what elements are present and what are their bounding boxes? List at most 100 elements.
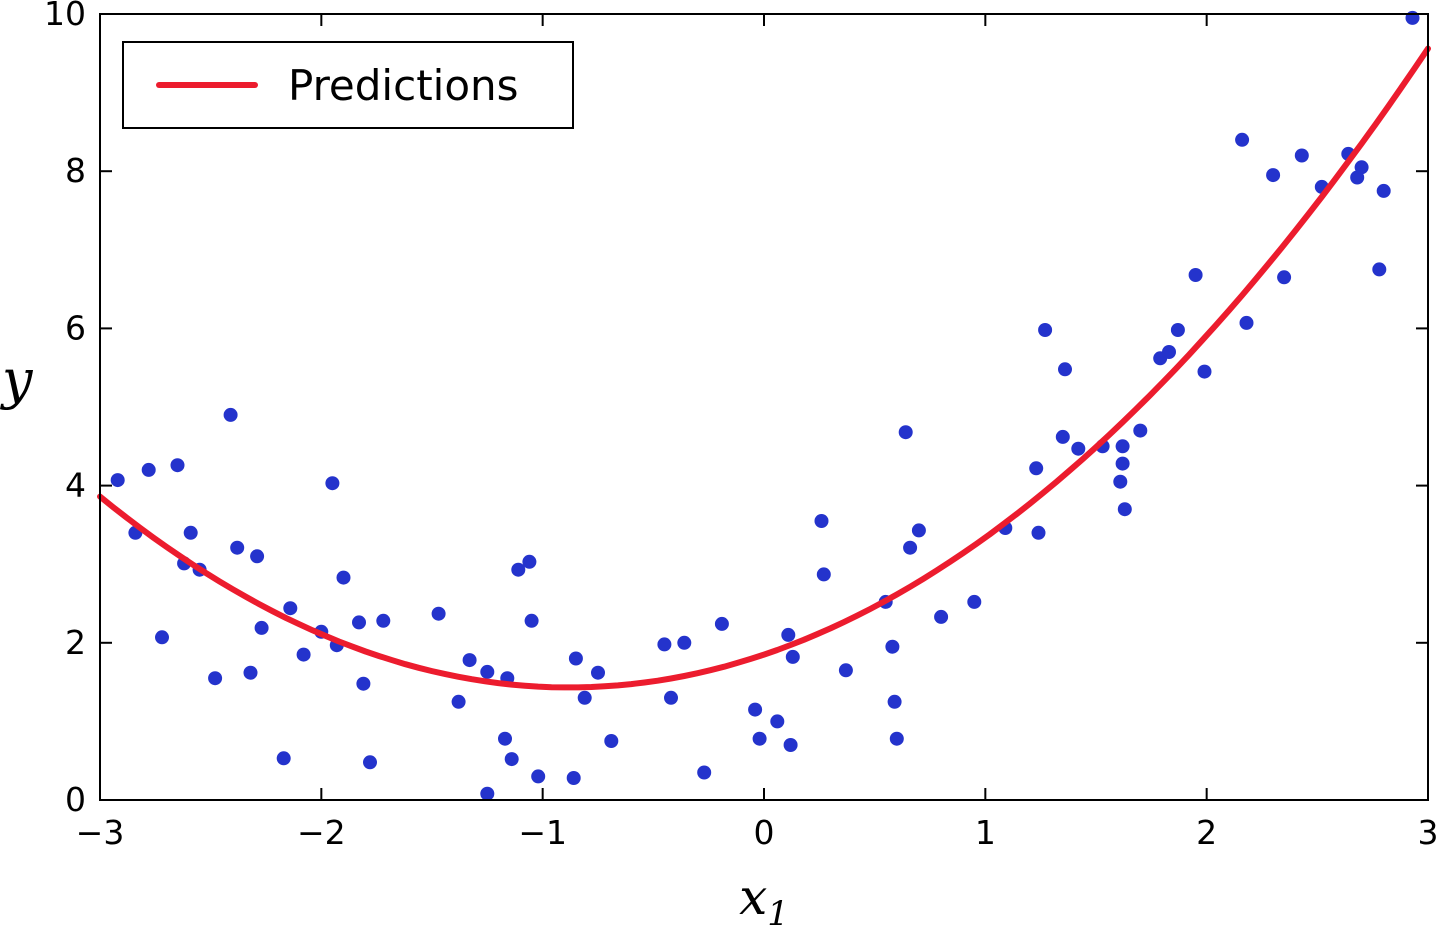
scatter-point xyxy=(785,649,800,664)
scatter-point xyxy=(781,627,796,642)
scatter-point xyxy=(1376,183,1391,198)
scatter-point xyxy=(208,671,223,686)
scatter-point xyxy=(336,570,351,585)
legend-line-sample xyxy=(156,82,258,88)
scatter-point xyxy=(838,663,853,678)
scatter-point xyxy=(1372,262,1387,277)
x-axis-label-subscript: 1 xyxy=(767,894,789,934)
scatter-point xyxy=(1115,456,1130,471)
scatter-point xyxy=(1031,525,1046,540)
x-axis-label: x1 xyxy=(739,868,789,931)
prediction-curve xyxy=(97,45,1431,691)
scatter-point xyxy=(1354,160,1369,175)
y-tick-label: 6 xyxy=(65,308,86,347)
x-tick-label: 3 xyxy=(1418,813,1439,852)
scatter-point xyxy=(524,613,539,628)
x-tick-label: −2 xyxy=(297,813,346,852)
scatter-point xyxy=(1266,168,1281,183)
scatter-point xyxy=(748,702,763,717)
x-axis-label-base: x xyxy=(739,868,768,926)
scatter-point xyxy=(566,771,581,785)
scatter-point xyxy=(1115,439,1130,454)
scatter-point xyxy=(531,769,546,784)
scatter-point xyxy=(462,653,477,668)
scatter-point xyxy=(230,540,245,555)
scatter-point xyxy=(885,639,900,654)
scatter-point xyxy=(480,664,495,679)
scatter-point xyxy=(1038,323,1053,337)
scatter-point xyxy=(911,523,926,538)
scatter-point xyxy=(714,616,729,631)
scatter-point xyxy=(451,694,466,709)
scatter-point xyxy=(243,665,258,680)
scatter-point xyxy=(480,786,495,801)
scatter-point xyxy=(1055,429,1070,444)
scatter-point xyxy=(591,665,605,680)
scatter-point xyxy=(1162,345,1176,359)
scatter-point xyxy=(1239,315,1254,330)
scatter-point xyxy=(155,630,169,645)
scatter-point xyxy=(568,651,583,666)
y-tick-label: 2 xyxy=(65,623,86,662)
scatter-point xyxy=(697,765,712,780)
scatter-point xyxy=(376,613,391,628)
y-tick-label: 10 xyxy=(44,0,86,33)
scatter-point xyxy=(967,594,982,609)
scatter-point xyxy=(604,734,619,748)
x-tick-label: −3 xyxy=(76,813,125,852)
scatter-point xyxy=(1294,148,1309,163)
legend-label: Predictions xyxy=(288,60,519,110)
scatter-point xyxy=(577,690,592,705)
scatter-point xyxy=(352,615,366,630)
scatter-point xyxy=(1188,268,1203,282)
x-tick-label: 2 xyxy=(1196,813,1217,852)
scatter-point xyxy=(677,635,692,650)
legend: Predictions xyxy=(122,41,574,129)
scatter-point xyxy=(431,606,446,621)
scatter-point xyxy=(325,476,340,491)
scatter-point xyxy=(1058,362,1072,377)
scatter-point xyxy=(1197,364,1212,379)
scatter-point xyxy=(889,731,904,746)
scatter-point xyxy=(110,473,125,488)
y-tick-label: 8 xyxy=(65,151,86,190)
scatter-point xyxy=(1113,474,1128,489)
scatter-point xyxy=(1029,461,1044,476)
scatter-point xyxy=(254,620,269,635)
scatter-point xyxy=(1071,441,1086,456)
scatter-point xyxy=(276,751,291,766)
x-tick-label: 0 xyxy=(754,813,775,852)
scatter-point xyxy=(770,714,785,729)
scatter-point xyxy=(1170,323,1185,337)
scatter-point xyxy=(1235,132,1250,147)
scatter-point xyxy=(664,690,678,705)
scatter-point xyxy=(498,731,512,746)
scatter-point xyxy=(223,407,238,422)
scatter-point xyxy=(170,458,185,473)
scatter-point xyxy=(816,567,831,582)
scatter-point xyxy=(903,540,918,555)
scatter-point xyxy=(898,425,913,440)
scatter-point xyxy=(141,462,156,477)
scatter-point xyxy=(183,525,198,540)
plot-border xyxy=(99,13,1429,801)
scatter-point xyxy=(1277,270,1292,285)
scatter-point xyxy=(657,637,672,652)
scatter-point xyxy=(783,738,798,752)
scatter-point xyxy=(511,562,526,577)
scatter-point xyxy=(283,601,298,616)
scatter-point xyxy=(814,514,829,528)
y-axis-label: y xyxy=(2,348,33,411)
y-tick-label: 4 xyxy=(65,466,86,505)
x-tick-label: −1 xyxy=(518,813,567,852)
x-tick-label: 1 xyxy=(975,813,996,852)
scatter-point xyxy=(356,676,371,691)
scatter-point xyxy=(1133,423,1148,438)
scatter-point xyxy=(1117,502,1132,517)
scatter-point xyxy=(504,752,519,767)
scatter-point xyxy=(887,694,902,709)
y-tick-label: 0 xyxy=(65,780,86,819)
scatter-point xyxy=(522,554,537,569)
